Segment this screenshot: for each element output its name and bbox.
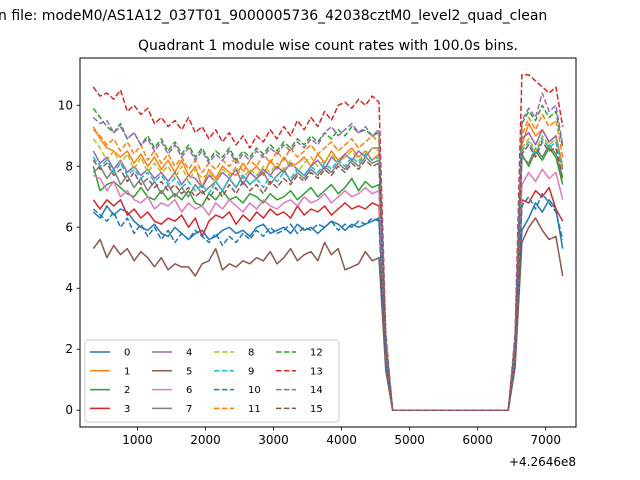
legend-label-7: 7 bbox=[186, 404, 192, 415]
legend-label-4: 4 bbox=[186, 348, 192, 359]
x-tick-label: 3000 bbox=[258, 433, 289, 447]
legend-label-2: 2 bbox=[124, 385, 130, 396]
legend-label-5: 5 bbox=[186, 366, 192, 377]
figure-suptitle: n file: modeM0/AS1A12_037T01_9000005736_… bbox=[0, 8, 547, 24]
x-tick-label: 2000 bbox=[190, 433, 221, 447]
series-line-15 bbox=[92, 141, 564, 411]
x-tick-label: 6000 bbox=[462, 433, 493, 447]
y-axis: 0 2 4 6 8 10 bbox=[58, 98, 80, 417]
y-tick-label: 8 bbox=[65, 159, 73, 173]
legend-label-11: 11 bbox=[248, 404, 261, 415]
legend-label-9: 9 bbox=[248, 366, 254, 377]
series-line-14 bbox=[92, 92, 564, 411]
legend-label-1: 1 bbox=[124, 366, 130, 377]
x-axis: 1000 2000 3000 4000 5000 6000 7000 bbox=[122, 427, 561, 447]
legend-label-3: 3 bbox=[124, 404, 130, 415]
legend-label-8: 8 bbox=[248, 348, 254, 359]
y-tick-label: 6 bbox=[65, 220, 73, 234]
chart-title: Quadrant 1 module wise count rates with … bbox=[138, 38, 518, 54]
axes-frame bbox=[79, 57, 577, 428]
y-tick-label: 2 bbox=[65, 342, 73, 356]
legend-label-14: 14 bbox=[310, 385, 323, 396]
y-tick-label: 10 bbox=[58, 98, 73, 112]
legend-label-13: 13 bbox=[310, 366, 323, 377]
series-line-8 bbox=[92, 135, 564, 411]
x-tick-label: 7000 bbox=[530, 433, 561, 447]
x-tick-label: 4000 bbox=[326, 433, 357, 447]
legend-label-10: 10 bbox=[248, 385, 261, 396]
legend-label-6: 6 bbox=[186, 385, 192, 396]
legend-box bbox=[84, 339, 340, 423]
y-tick-label: 4 bbox=[65, 281, 73, 295]
series-lines bbox=[92, 74, 564, 411]
legend-label-12: 12 bbox=[310, 348, 323, 359]
x-tick-label: 5000 bbox=[394, 433, 425, 447]
legend-label-0: 0 bbox=[124, 348, 130, 359]
x-tick-label: 1000 bbox=[122, 433, 153, 447]
series-line-13 bbox=[92, 74, 564, 411]
y-tick-label: 0 bbox=[65, 403, 73, 417]
legend-label-15: 15 bbox=[310, 404, 323, 415]
x-offset-label: +4.2646e8 bbox=[509, 455, 576, 469]
